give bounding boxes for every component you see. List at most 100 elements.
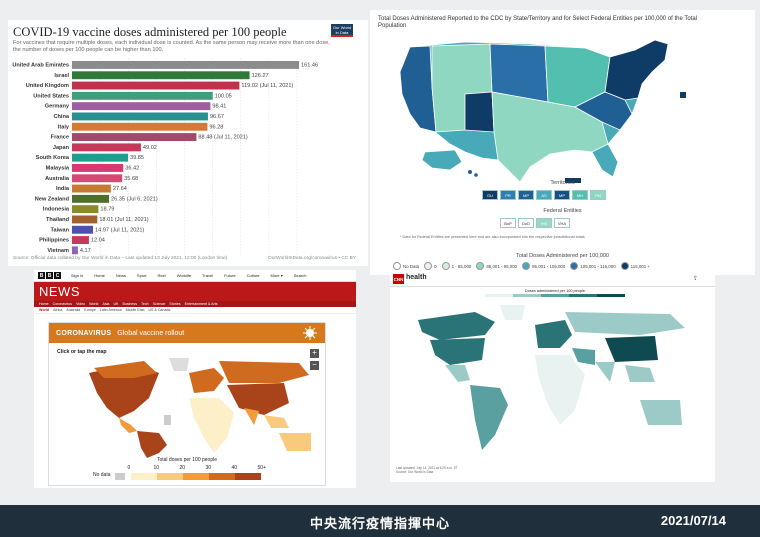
radio-icon	[424, 262, 433, 270]
bbc-vaccine-map-card: CORONAVIRUS Global vaccine rollout Click…	[48, 322, 326, 486]
cnn-logo[interactable]: CNN	[393, 274, 404, 284]
bbc-coronavirus-label: CORONAVIRUS	[56, 329, 112, 337]
map-canada	[94, 361, 157, 378]
bar[interactable]	[72, 122, 208, 131]
range-legend-item[interactable]: 95,001 - 105,000	[522, 262, 565, 270]
legend-swatch[interactable]: DoD	[518, 218, 534, 228]
legend-swatch[interactable]: PR	[500, 190, 516, 200]
bar[interactable]	[72, 174, 123, 183]
bbc-nav-item[interactable]: Sport	[136, 273, 147, 278]
bbc-nav-item[interactable]: Worklife	[176, 273, 192, 278]
bar[interactable]	[72, 102, 211, 111]
bbc-section-item[interactable]: Entertainment & Arts	[184, 302, 218, 306]
bar[interactable]	[72, 133, 197, 141]
zoom-out-button[interactable]: −	[310, 361, 319, 370]
bbc-section-item[interactable]: Business	[122, 302, 138, 306]
us-map[interactable]	[370, 32, 755, 197]
radio-icon	[620, 262, 629, 270]
bbc-section-item[interactable]: UK	[113, 302, 119, 306]
category-label: New Zealand	[35, 196, 70, 202]
bar[interactable]	[72, 71, 250, 80]
bbc-section-item[interactable]: Tech	[141, 302, 149, 306]
owid-logo-bar	[331, 35, 353, 37]
bbc-nav-item[interactable]: Search	[293, 273, 307, 278]
owid-link[interactable]: OurWorldInData.org/coronavirus • CC BY	[268, 256, 356, 261]
bbc-section-item[interactable]: World	[89, 302, 99, 306]
value-label: 39.85	[130, 155, 144, 161]
bar[interactable]	[72, 225, 94, 234]
bbc-subsection-item[interactable]: US & Canada	[148, 308, 171, 312]
legend-swatch[interactable]: AS	[536, 190, 552, 200]
legend-swatch[interactable]: IHS	[536, 218, 552, 228]
legend-swatch[interactable]: MH	[572, 190, 588, 200]
bbc-coronavirus-banner: CORONAVIRUS Global vaccine rollout	[49, 323, 325, 343]
range-legend-item[interactable]: No Data	[393, 262, 419, 270]
bbc-section-item[interactable]: Science	[152, 302, 166, 306]
bbc-news-banner[interactable]: NEWS	[34, 282, 356, 301]
bbc-section-item[interactable]: Video	[75, 302, 86, 306]
category-label: United Kingdom	[26, 83, 69, 89]
bar[interactable]	[72, 205, 99, 214]
bbc-nav-item[interactable]: News	[115, 273, 126, 278]
range-legend-item[interactable]: 105,001 - 115,000	[570, 262, 616, 270]
bar[interactable]	[72, 236, 89, 244]
map-greenland	[500, 305, 525, 320]
legend-swatch[interactable]: GU	[482, 190, 498, 200]
zoom-in-button[interactable]: +	[310, 349, 319, 358]
bbc-subsection-item[interactable]: Latin America	[99, 308, 122, 312]
bar[interactable]	[72, 61, 300, 69]
radio-icon	[522, 262, 531, 270]
virus-icon	[303, 326, 317, 340]
range-legend-item[interactable]: 115,001 +	[620, 262, 650, 270]
legend-swatch[interactable]: MP	[518, 190, 534, 200]
bar[interactable]	[72, 112, 208, 121]
bar[interactable]	[72, 153, 129, 162]
category-label: Vietnam	[47, 248, 69, 254]
bbc-section-item[interactable]: Coronavirus	[52, 302, 72, 306]
bbc-legend-swatch	[182, 473, 209, 480]
bbc-nav-item[interactable]: Future	[224, 273, 236, 278]
bbc-nav-item[interactable]: Travel	[202, 273, 214, 278]
bbc-subsection-item[interactable]: Australia	[66, 308, 81, 312]
bbc-nav-item[interactable]: Culture	[246, 273, 260, 278]
category-label: France	[51, 135, 69, 141]
bbc-nav-item[interactable]: Reel	[157, 273, 166, 278]
bar[interactable]	[72, 143, 141, 152]
cnn-world-map[interactable]	[390, 300, 715, 470]
legend-swatch[interactable]: VHA	[554, 218, 570, 228]
legend-swatch[interactable]: BoP	[500, 218, 516, 228]
bbc-subsection-item[interactable]: Europe	[84, 308, 96, 312]
share-icon[interactable]: ⇪	[692, 276, 698, 282]
bar[interactable]	[72, 215, 98, 224]
range-legend-item[interactable]: 1 - 85,000	[441, 262, 471, 270]
bbc-world-map[interactable]	[49, 353, 325, 458]
bar[interactable]	[72, 81, 240, 90]
bar[interactable]	[72, 91, 213, 100]
cnn-legend-bar	[485, 294, 625, 297]
range-label: 95,001 - 105,000	[532, 263, 566, 269]
bar[interactable]	[72, 194, 110, 203]
cnn-health-label[interactable]: health	[406, 274, 427, 281]
bar[interactable]	[72, 246, 78, 255]
bar[interactable]	[72, 164, 124, 172]
bbc-section-item[interactable]: Home	[39, 302, 49, 306]
bbc-nav-item[interactable]: More ▾	[270, 273, 283, 278]
range-legend-item[interactable]: 0	[424, 262, 437, 270]
bbc-logo[interactable]: B B C	[38, 272, 61, 279]
cnn-legend-swatch	[597, 294, 625, 297]
bar[interactable]	[72, 184, 111, 193]
bbc-section-item[interactable]: Stories	[169, 302, 181, 306]
bbc-subsection-item[interactable]: Middle East	[125, 308, 145, 312]
legend-swatch[interactable]: FM	[590, 190, 606, 200]
bbc-nav-item[interactable]: Sign in	[71, 273, 84, 278]
value-label: 96.67	[210, 114, 224, 120]
bbc-subsection-item[interactable]: World	[39, 308, 50, 312]
value-label: 88.48 (Jul 11, 2021)	[198, 135, 247, 141]
range-legend-item[interactable]: 85,001 - 95,000	[476, 262, 517, 270]
owid-vaccine-chart-panel: COVID-19 vaccine doses administered per …	[8, 20, 368, 266]
legend-swatch[interactable]: MP	[554, 190, 570, 200]
bbc-nav-item[interactable]: Home	[94, 273, 105, 278]
bbc-section-item[interactable]: Asia	[102, 302, 110, 306]
category-label: Indonesia	[43, 207, 70, 213]
bbc-subsection-item[interactable]: Africa	[53, 308, 63, 312]
